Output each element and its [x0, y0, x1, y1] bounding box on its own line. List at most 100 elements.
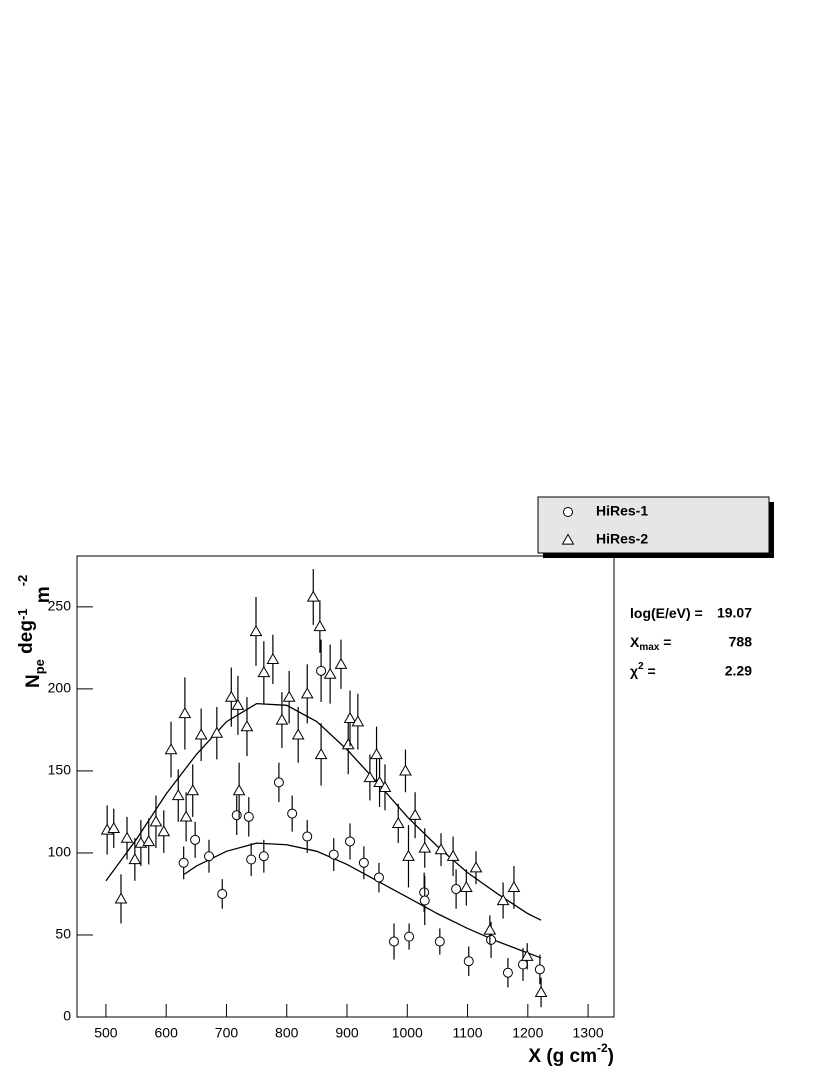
x-tick-label: 600 [155, 1025, 179, 1041]
data-point [120, 831, 134, 843]
x-axis-title-part: X (g cm [528, 1046, 597, 1067]
data-point [517, 959, 528, 970]
data-point [273, 777, 284, 788]
stat-value: 788 [729, 634, 753, 650]
data-point [231, 810, 242, 821]
data-point [258, 851, 269, 862]
x-axis-title-part: -2 [597, 1041, 608, 1055]
y-axis-title-part: -2 [15, 575, 30, 587]
data-point [418, 841, 432, 853]
stat-label-part: log(E/eV) = [630, 605, 703, 621]
data-point [343, 711, 357, 724]
data-point [378, 780, 392, 792]
y-axis-title-part: pe [32, 659, 47, 674]
data-point [469, 861, 483, 873]
data-point [389, 936, 400, 947]
data-point [451, 884, 462, 895]
data-point [203, 851, 214, 862]
data-point [316, 665, 327, 676]
stat-label-part: X [630, 634, 640, 650]
data-point [287, 808, 298, 819]
legend-marker [563, 507, 573, 517]
data-point [224, 690, 238, 702]
data-point [434, 843, 448, 855]
data-point [520, 949, 534, 961]
data-point [402, 849, 415, 861]
data-point [232, 784, 246, 796]
data-point [391, 816, 405, 829]
x-tick-label: 1000 [392, 1025, 423, 1041]
stat-label: log(E/eV) = [630, 605, 703, 621]
data-point [459, 880, 473, 893]
data-point [328, 849, 339, 860]
data-point [190, 834, 201, 845]
data-point [302, 831, 313, 842]
data-point [114, 892, 128, 904]
x-tick-label: 500 [94, 1025, 118, 1041]
data-point [314, 748, 328, 760]
data-point [282, 690, 296, 702]
data-point [341, 738, 355, 750]
data-point [171, 789, 185, 801]
stat-value: 2.29 [725, 663, 752, 679]
data-point [149, 815, 163, 827]
plot-frame [76, 555, 615, 1018]
data-point [334, 657, 348, 669]
data-point [210, 726, 224, 738]
data-point [370, 748, 383, 760]
data-point [358, 857, 369, 868]
stat-label-part: = [659, 634, 671, 650]
data-point [534, 985, 548, 998]
data-point [186, 784, 200, 796]
data-point [157, 825, 171, 837]
data-point [128, 852, 142, 865]
data-point [496, 894, 510, 906]
y-tick-label: 200 [48, 680, 72, 696]
data-point [419, 887, 430, 898]
data-point [178, 706, 192, 719]
x-tick-label: 800 [275, 1025, 299, 1041]
data-point [502, 967, 513, 978]
data-point [486, 934, 497, 945]
y-axis-title: Npe deg-1 m-2 [15, 575, 54, 688]
data-point [363, 770, 377, 783]
stat-label: χ2 = [630, 661, 656, 679]
y-axis-title-part: m [33, 586, 54, 608]
data-point [249, 624, 263, 637]
stat-value: 19.07 [717, 605, 752, 621]
legend-marker [561, 533, 575, 545]
data-point [194, 728, 208, 740]
data-point [291, 728, 305, 740]
data-point [463, 956, 474, 967]
y-axis-title-part: -1 [15, 608, 30, 620]
data-point [323, 667, 337, 679]
data-point [275, 713, 289, 725]
legend [537, 496, 770, 554]
data-point [257, 665, 271, 678]
data-point [243, 811, 254, 822]
x-tick-label: 1200 [512, 1025, 543, 1041]
data-point [408, 808, 422, 820]
data-point [373, 872, 384, 883]
x-tick-label: 1300 [573, 1025, 604, 1041]
stat-label-part: χ [630, 663, 638, 679]
data-point [246, 854, 257, 865]
data-point [534, 964, 545, 975]
data-point [178, 857, 189, 868]
y-tick-label: 150 [48, 762, 72, 778]
y-tick-label: 50 [55, 926, 71, 942]
data-point [399, 764, 412, 776]
y-tick-label: 0 [63, 1008, 71, 1024]
x-axis-title-part: ) [608, 1046, 614, 1067]
data-point [179, 810, 193, 822]
x-axis-title: X (g cm-2) [528, 1041, 614, 1067]
y-tick-label: 100 [48, 844, 72, 860]
data-point [300, 687, 314, 699]
stat-label: Xmax = [630, 634, 671, 653]
data-point [404, 931, 415, 942]
x-tick-label: 900 [335, 1025, 359, 1041]
data-point [351, 715, 365, 727]
data-point [373, 775, 386, 788]
x-tick-label: 1100 [452, 1025, 482, 1041]
